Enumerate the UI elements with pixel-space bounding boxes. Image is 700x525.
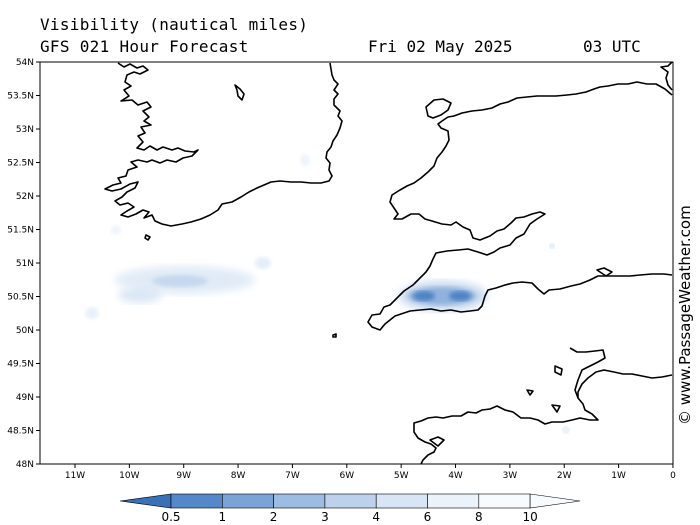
- ireland-coastline: [104, 62, 343, 227]
- lat-label: 49N: [16, 393, 34, 403]
- lat-label: 54N: [16, 58, 34, 68]
- great-britain-coastline: [367, 61, 673, 331]
- colorbar-label: 3: [321, 510, 329, 524]
- colorbar-max-arrow: [529, 493, 581, 509]
- lat-label: 53N: [16, 125, 34, 135]
- ireland-islet-west: [144, 234, 151, 241]
- ushant-coastline: [429, 436, 445, 447]
- forecast-time: 03 UTC: [583, 37, 641, 56]
- isle-of-wight-coastline: [596, 267, 613, 277]
- colorbar: 0.5 1 2 3 4 6 8 10: [119, 493, 581, 524]
- colorbar-label: 10: [522, 510, 537, 524]
- scilly-coastline: [332, 333, 337, 338]
- alderney-coastline: [526, 389, 534, 396]
- colorbar-min-arrow: [119, 493, 172, 509]
- anglesey-coastline: [425, 98, 452, 119]
- colorbar-label: 6: [424, 510, 432, 524]
- colorbar-segment: [170, 493, 223, 509]
- lon-label: 0: [670, 471, 676, 481]
- lon-label: 2W: [557, 471, 572, 481]
- forecast-date: Fri 02 May 2025: [368, 37, 513, 56]
- jersey-coastline: [551, 404, 561, 413]
- map-frame: [39, 61, 674, 465]
- lon-label: 8W: [231, 471, 246, 481]
- lon-label: 6W: [339, 471, 354, 481]
- forecast-subtitle: GFS 021 Hour Forecast: [40, 37, 249, 56]
- lat-label: 51N: [16, 259, 34, 269]
- colorbar-segment: [222, 493, 274, 509]
- visibility-field: [85, 154, 570, 434]
- channel-islands-coastline: [554, 365, 563, 376]
- colorbar-label: 8: [475, 510, 483, 524]
- lat-label: 48.5N: [7, 427, 34, 437]
- lon-label: 4W: [448, 471, 463, 481]
- lon-label: 3W: [503, 471, 518, 481]
- lon-label: 11W: [65, 471, 85, 481]
- lat-label: 48N: [16, 460, 34, 470]
- colorbar-label: 2: [270, 510, 278, 524]
- france-inner-coast: [569, 347, 606, 399]
- lon-label: 1W: [611, 471, 626, 481]
- lat-label: 52.5N: [7, 159, 34, 169]
- ireland-islet-north: [234, 84, 245, 101]
- colorbar-label: 0.5: [161, 510, 180, 524]
- colorbar-segment: [324, 493, 377, 509]
- lon-label: 10W: [119, 471, 139, 481]
- lat-label: 53.5N: [7, 92, 34, 102]
- colorbar-segment: [375, 493, 428, 509]
- colorbar-segment: [273, 493, 326, 509]
- lat-label: 50N: [16, 326, 34, 336]
- colorbar-segment: [478, 493, 531, 509]
- lat-label: 52N: [16, 192, 34, 202]
- colorbar-segment: [427, 493, 480, 509]
- lon-label: 5W: [394, 471, 409, 481]
- lat-label: 50.5N: [7, 293, 34, 303]
- map-title: Visibility (nautical miles): [40, 15, 309, 34]
- lon-label: 9W: [176, 471, 191, 481]
- france-coastline: [413, 369, 673, 465]
- colorbar-label: 1: [218, 510, 226, 524]
- coastlines: [104, 61, 673, 465]
- lon-label: 7W: [285, 471, 300, 481]
- lat-label: 51.5N: [7, 226, 34, 236]
- colorbar-label: 4: [372, 510, 380, 524]
- lat-label: 49.5N: [7, 360, 34, 370]
